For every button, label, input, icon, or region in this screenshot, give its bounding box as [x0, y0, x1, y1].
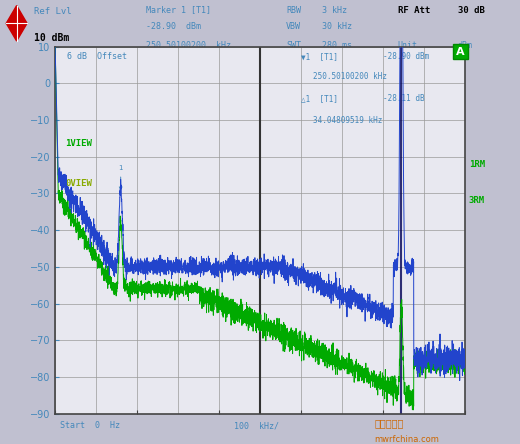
Text: mwrfchina.com: mwrfchina.com	[374, 435, 439, 444]
Text: 1RM: 1RM	[469, 160, 485, 169]
Text: 10 dBm: 10 dBm	[34, 33, 69, 43]
Text: -28.11 dB: -28.11 dB	[383, 95, 424, 103]
Polygon shape	[6, 6, 27, 41]
Text: 250.50100200  kHz: 250.50100200 kHz	[146, 41, 230, 50]
Text: Unit: Unit	[398, 41, 418, 50]
Text: 30 kHz: 30 kHz	[322, 22, 353, 32]
Text: 1VIEW: 1VIEW	[66, 139, 92, 148]
Text: Start  0  Hz: Start 0 Hz	[60, 421, 120, 430]
Text: 250.50100200 kHz: 250.50100200 kHz	[313, 72, 387, 81]
Text: RF Att: RF Att	[398, 6, 430, 15]
Text: -28.90  dBm: -28.90 dBm	[146, 22, 201, 32]
Text: △1  [T1]: △1 [T1]	[301, 95, 338, 103]
Text: A: A	[456, 47, 465, 57]
Text: 280 ms: 280 ms	[322, 41, 353, 50]
Text: -28.90 dBm: -28.90 dBm	[383, 52, 429, 61]
Text: 30 dB: 30 dB	[458, 6, 485, 15]
Text: Marker 1 [T1]: Marker 1 [T1]	[146, 6, 211, 15]
Text: 微波射频网: 微波射频网	[374, 418, 404, 428]
Text: 6 dB  Offset: 6 dB Offset	[68, 52, 127, 61]
Text: 0VIEW: 0VIEW	[66, 179, 92, 188]
Text: 3 kHz: 3 kHz	[322, 6, 347, 15]
Text: dBm: dBm	[458, 41, 473, 50]
Text: SWT: SWT	[286, 41, 301, 50]
Text: ▼1  [T1]: ▼1 [T1]	[301, 52, 338, 61]
Text: VBW: VBW	[286, 22, 301, 32]
Text: 3RM: 3RM	[469, 196, 485, 205]
Text: 100  kHz/: 100 kHz/	[234, 421, 279, 430]
Text: 34.04809519 kHz: 34.04809519 kHz	[313, 116, 383, 125]
Text: 1: 1	[119, 166, 123, 190]
Text: Ref Lvl: Ref Lvl	[34, 7, 71, 16]
Text: RBW: RBW	[286, 6, 301, 15]
